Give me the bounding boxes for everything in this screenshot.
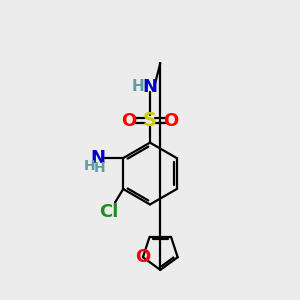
Text: H: H [132, 79, 145, 94]
Text: S: S [143, 111, 157, 130]
Text: H: H [94, 161, 106, 176]
Text: N: N [91, 149, 106, 167]
Text: O: O [121, 112, 136, 130]
Text: O: O [164, 112, 179, 130]
Text: O: O [135, 248, 151, 266]
Text: Cl: Cl [99, 203, 118, 221]
Text: H: H [84, 159, 96, 173]
Text: N: N [142, 78, 158, 96]
